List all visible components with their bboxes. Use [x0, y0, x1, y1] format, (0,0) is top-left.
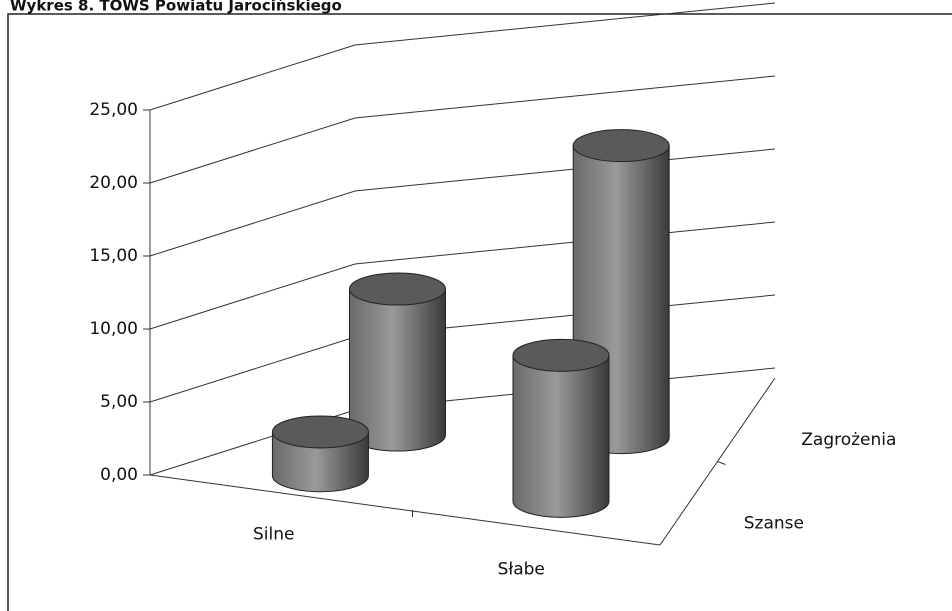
y-tick-label: 15,00	[89, 246, 138, 266]
grid-line	[149, 75, 776, 184]
depth-tick	[717, 461, 726, 465]
frame	[7, 13, 952, 611]
chart-title: Wykres 8. TOWS Powiatu Jarocińskiego	[10, 0, 342, 15]
cylinder-top	[271, 415, 369, 449]
cylinder	[271, 431, 369, 493]
depth-tick-label: Zagrożenia	[801, 430, 896, 450]
grid-line	[149, 367, 776, 476]
grid-line	[149, 2, 776, 111]
x-axis	[149, 474, 661, 546]
cylinder	[512, 354, 610, 518]
grid-line	[149, 148, 776, 257]
depth-tick-label: Szanse	[744, 513, 804, 533]
y-tick-label: 0,00	[100, 465, 138, 485]
cylinder-top	[512, 338, 610, 372]
grid-line	[149, 221, 776, 330]
y-tick-label: 5,00	[100, 392, 138, 412]
y-tick-label: 25,00	[89, 100, 138, 120]
x-tick-label: Słabe	[498, 560, 545, 580]
x-tick-label: Silne	[253, 525, 294, 545]
cylinder-top	[348, 272, 446, 306]
grid-line	[149, 294, 776, 403]
y-tick-label: 10,00	[89, 319, 138, 339]
cylinder-top	[572, 129, 670, 163]
y-tick-label: 20,00	[89, 173, 138, 193]
